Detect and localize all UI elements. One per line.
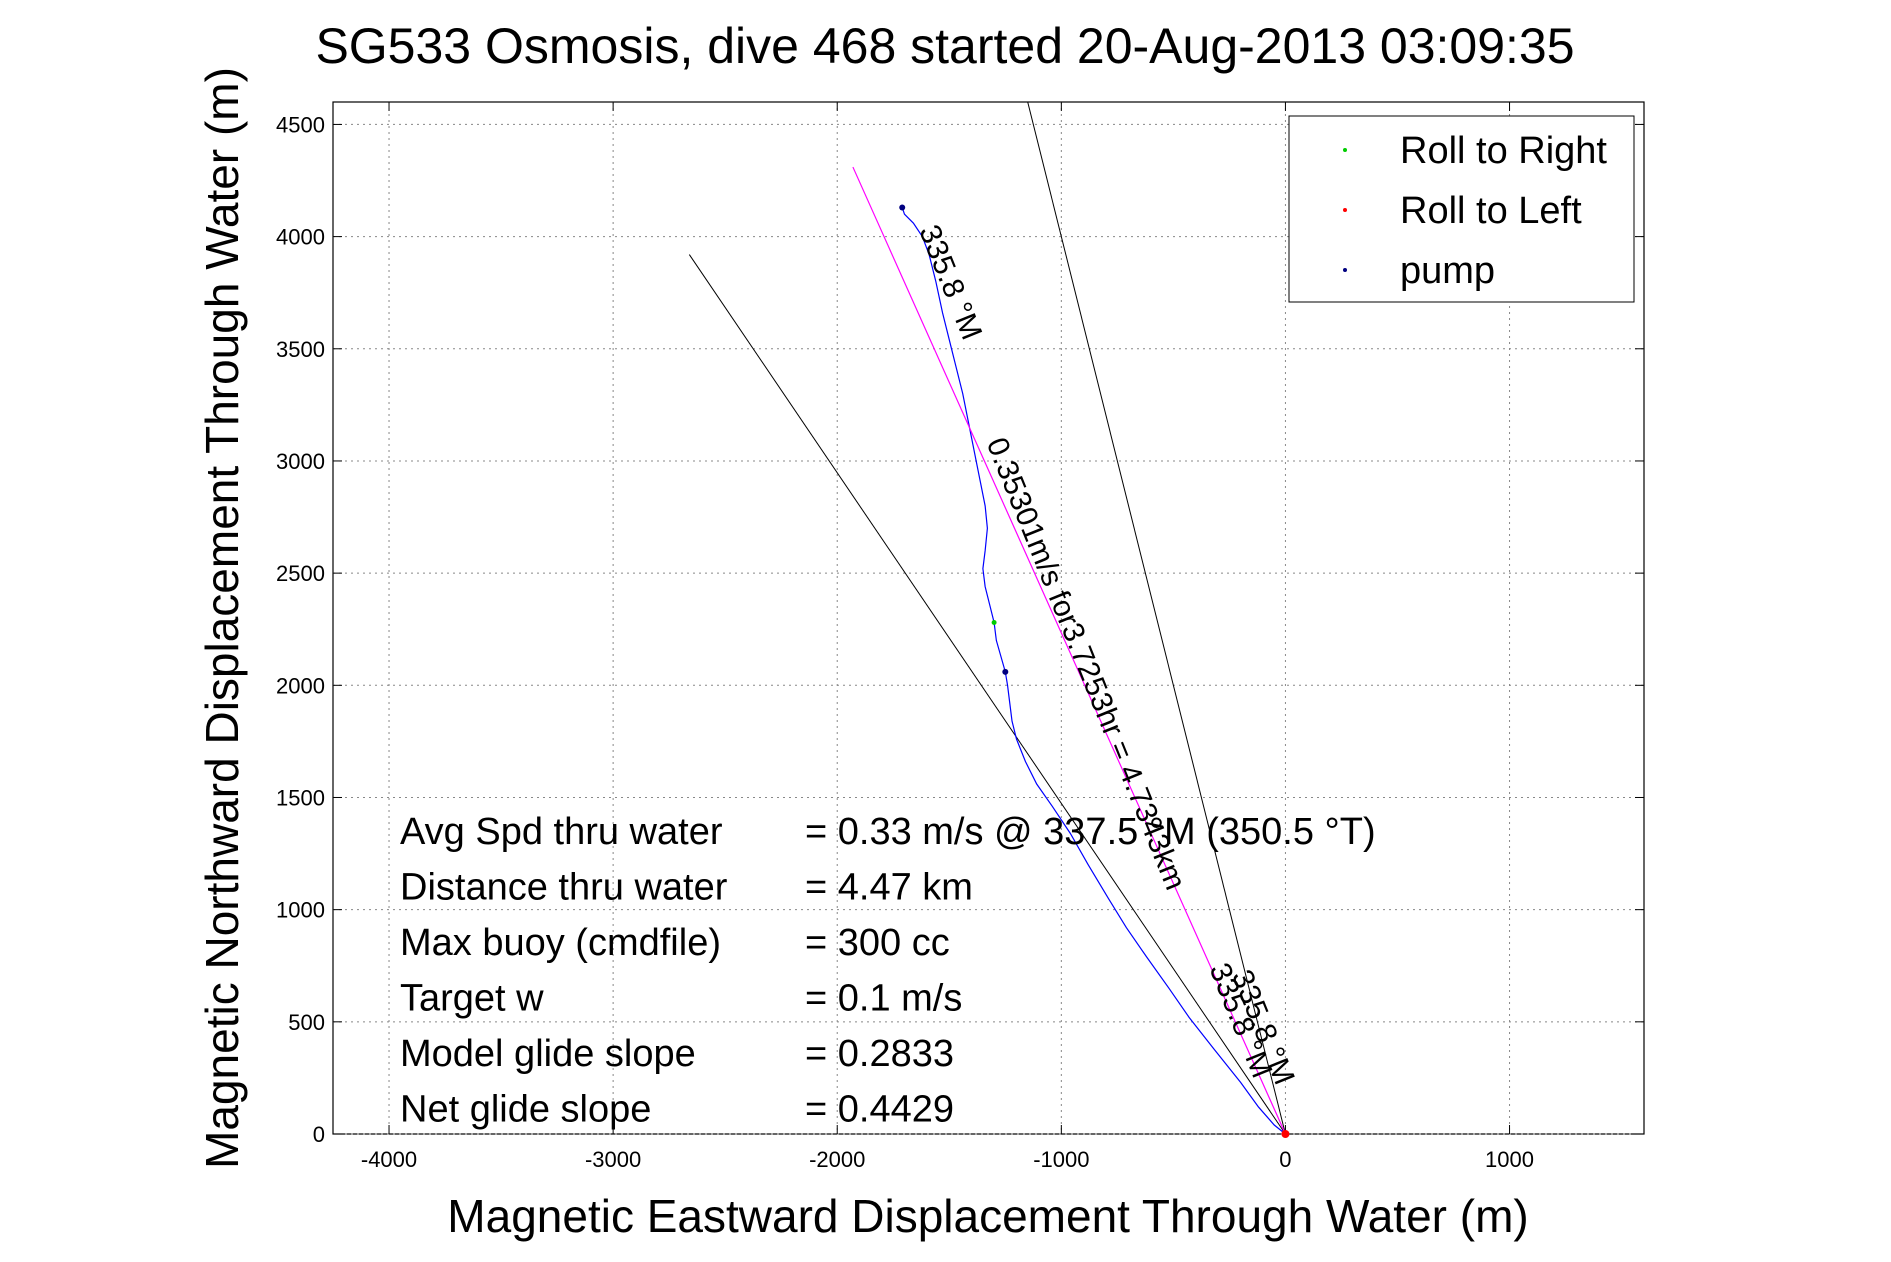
x-axis: -4000 -3000 -2000 -1000 0 1000	[361, 102, 1534, 1172]
x-tick-label: 1000	[1485, 1147, 1534, 1172]
pump-marker	[899, 204, 906, 211]
stat-label: Net glide slope	[400, 1089, 651, 1131]
roll-right-marker	[991, 619, 997, 625]
stat-value: = 0.33 m/s @ 337.5 °M (350.5 °T)	[805, 811, 1376, 853]
x-tick-label: -2000	[809, 1147, 865, 1172]
y-tick-label: 500	[288, 1010, 325, 1035]
stats-block: Avg Spd thru water = 0.33 m/s @ 337.5 °M …	[400, 811, 1376, 1131]
y-tick-label: 0	[313, 1122, 325, 1147]
stat-value: = 0.4429	[805, 1089, 954, 1131]
stat-label: Avg Spd thru water	[400, 811, 723, 853]
legend-marker	[1343, 148, 1347, 152]
pump-marker	[1002, 668, 1009, 675]
origin-marker	[1281, 1130, 1290, 1138]
guide-lines	[688, 101, 1286, 1135]
y-tick-label: 4000	[276, 225, 325, 250]
x-tick-label: -3000	[585, 1147, 641, 1172]
y-tick-label: 2000	[276, 673, 325, 698]
x-tick-label: -4000	[361, 1147, 417, 1172]
y-tick-label: 2500	[276, 561, 325, 586]
stat-value: = 0.1 m/s	[805, 978, 962, 1020]
legend-label: pump	[1400, 250, 1495, 292]
y-tick-label: 4500	[276, 112, 325, 137]
annotations: 335.8 °M0.35301m/s for3.7253hr = 4.7343k…	[912, 220, 1300, 1089]
stat-value: = 4.47 km	[805, 867, 973, 909]
y-tick-label: 1000	[276, 898, 325, 923]
y-tick-label: 3000	[276, 449, 325, 474]
chart-title: SG533 Osmosis, dive 468 started 20-Aug-2…	[315, 18, 1574, 74]
stat-label: Distance thru water	[400, 867, 728, 909]
legend-label: Roll to Right	[1400, 130, 1607, 172]
y-axis: 0 500 1000 1500 2000 2500 3000 3500 4000 4500	[276, 112, 1644, 1147]
y-tick-label: 1500	[276, 785, 325, 810]
legend-marker	[1343, 268, 1347, 272]
legend-label: Roll to Left	[1400, 190, 1582, 232]
y-tick-label: 3500	[276, 337, 325, 362]
x-tick-label: -1000	[1033, 1147, 1089, 1172]
stat-label: Target w	[400, 978, 544, 1020]
guide-line	[688, 254, 1286, 1135]
series-lines	[852, 166, 1290, 1138]
legend: Roll to Right Roll to Left pump	[1288, 115, 1635, 303]
y-axis-label: Magnetic Northward Displacement Through …	[196, 67, 248, 1169]
stat-value: = 0.2833	[805, 1033, 954, 1075]
series-line-heading	[852, 166, 1286, 1135]
stat-label: Max buoy (cmdfile)	[400, 922, 721, 964]
stat-label: Model glide slope	[400, 1033, 696, 1075]
x-tick-label: 0	[1279, 1147, 1291, 1172]
x-axis-label: Magnetic Eastward Displacement Through W…	[447, 1190, 1528, 1242]
series-line-track	[901, 207, 1286, 1135]
stat-value: = 300 cc	[805, 922, 950, 964]
legend-marker	[1343, 208, 1347, 212]
guide-line	[1027, 101, 1286, 1135]
